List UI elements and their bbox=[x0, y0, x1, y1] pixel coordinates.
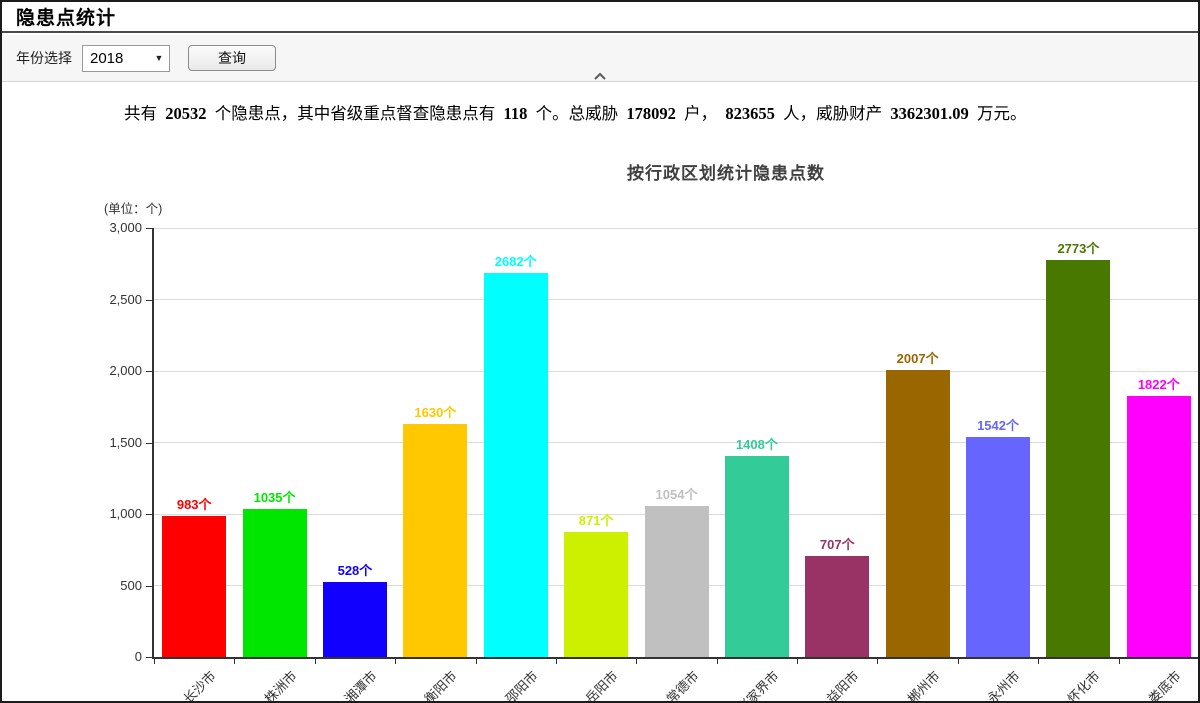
x-axis-label: 娄底市 bbox=[1145, 668, 1184, 703]
chart-plot-area: 983个 1035个 528个 1630个 2682个 871个 1054个 1408个 707… bbox=[152, 227, 1198, 659]
chart-bar bbox=[1046, 260, 1111, 657]
x-axis-label: 株洲市 bbox=[261, 668, 300, 703]
statistics-summary-text: 共有 20532 个隐患点，其中省级重点督查隐患点有 118 个。总威胁 178… bbox=[124, 103, 1192, 125]
bar-value-label: 1630个 bbox=[414, 404, 457, 420]
x-axis-label: 长沙市 bbox=[180, 668, 219, 703]
chart-bar bbox=[644, 506, 709, 657]
x-axis-label: 益阳市 bbox=[823, 668, 862, 703]
y-axis-tick bbox=[146, 442, 152, 444]
page-title: 隐患点统计 bbox=[16, 8, 117, 29]
y-gridline bbox=[154, 299, 1198, 300]
chart-bar bbox=[966, 436, 1031, 657]
y-axis-tick bbox=[146, 299, 152, 301]
summary-number: 178092 bbox=[626, 104, 676, 123]
x-axis-label: 岳阳市 bbox=[582, 668, 621, 703]
x-axis-tick bbox=[636, 659, 638, 664]
chart-bar bbox=[162, 516, 227, 657]
summary-number: 20532 bbox=[165, 104, 207, 123]
y-gridline bbox=[154, 442, 1198, 443]
x-axis-label: 邵阳市 bbox=[502, 668, 541, 703]
chart-bar bbox=[242, 509, 307, 657]
y-axis-label: 1,000 bbox=[109, 506, 142, 521]
bar-value-label: 1408个 bbox=[735, 436, 778, 452]
x-axis-tick bbox=[555, 659, 557, 664]
chart-bar bbox=[805, 555, 870, 657]
summary-number: 118 bbox=[503, 104, 528, 123]
x-axis-tick bbox=[395, 659, 397, 664]
x-axis-tick bbox=[797, 659, 799, 664]
summary-text: 万元。 bbox=[968, 104, 1027, 123]
y-axis-tick bbox=[146, 371, 152, 372]
bar-value-label: 1822个 bbox=[1137, 377, 1180, 393]
dropdown-arrow-icon[interactable]: ▼ bbox=[154, 53, 164, 63]
x-axis-tick bbox=[314, 659, 316, 664]
title-bar: 隐患点统计 bbox=[2, 2, 1198, 33]
summary-text: 个隐患点，其中省级重点督查隐患点有 bbox=[206, 104, 504, 123]
summary-number: 823655 bbox=[725, 104, 775, 123]
bar-value-label: 983个 bbox=[176, 497, 212, 513]
x-axis-tick bbox=[475, 659, 477, 664]
x-axis-tick bbox=[1118, 659, 1120, 664]
chart-bar bbox=[403, 423, 468, 657]
x-axis-tick bbox=[957, 659, 959, 664]
chart-bar bbox=[724, 455, 789, 657]
chart-title: 按行政区划统计隐患点数 bbox=[627, 164, 825, 183]
bar-value-label: 871个 bbox=[578, 513, 614, 529]
x-axis-tick bbox=[1038, 659, 1040, 664]
y-axis-label: 3,000 bbox=[109, 220, 142, 235]
y-axis-tick bbox=[146, 657, 152, 658]
year-select-label: 年份选择 bbox=[16, 52, 72, 67]
chart-unit-label: (单位：个) bbox=[104, 202, 163, 216]
panel-collapse-handle[interactable] bbox=[2, 69, 1198, 81]
y-axis-tick bbox=[146, 228, 152, 229]
x-axis-label: 衡阳市 bbox=[421, 668, 461, 703]
bar-value-label: 707个 bbox=[819, 536, 855, 552]
x-axis-tick bbox=[716, 659, 718, 664]
summary-number: 3362301.09 bbox=[890, 104, 969, 123]
y-axis-label: 2,000 bbox=[109, 363, 142, 378]
bar-value-label: 1542个 bbox=[977, 417, 1019, 433]
summary-text: 共有 bbox=[124, 104, 166, 123]
x-axis-label: 怀化市 bbox=[1064, 668, 1104, 703]
y-axis-label: 0 bbox=[134, 649, 142, 664]
y-axis-tick bbox=[146, 585, 152, 587]
year-dropdown-value: 2018 bbox=[90, 49, 124, 67]
x-axis-label: 郴州市 bbox=[904, 668, 943, 703]
bar-value-label: 1035个 bbox=[253, 490, 296, 505]
bar-value-label: 528个 bbox=[337, 562, 373, 578]
chart-bar bbox=[885, 370, 950, 657]
chart-bar bbox=[564, 532, 629, 657]
bar-value-label: 2773个 bbox=[1057, 241, 1100, 257]
y-axis-label: 500 bbox=[120, 577, 142, 593]
summary-text: 户， bbox=[675, 104, 726, 123]
chart-bar bbox=[483, 273, 548, 657]
x-axis-label: 永州市 bbox=[984, 668, 1023, 703]
x-axis-label: 张家界市 bbox=[734, 668, 782, 703]
query-button[interactable]: 查询 bbox=[188, 45, 276, 71]
y-axis-label: 2,500 bbox=[109, 291, 142, 307]
bar-value-label: 2007个 bbox=[896, 351, 939, 366]
summary-text: 个。总威胁 bbox=[527, 104, 627, 123]
summary-text: 人，威胁财产 bbox=[774, 104, 891, 123]
y-axis-tick bbox=[146, 514, 152, 515]
chart-bar bbox=[322, 581, 387, 657]
filter-toolbar: 年份选择 2018 ▼ 查询 bbox=[2, 35, 1198, 82]
chart-bar bbox=[1126, 396, 1191, 657]
x-axis-tick bbox=[234, 659, 236, 664]
bar-value-label: 2682个 bbox=[494, 254, 537, 270]
chevron-up-icon bbox=[594, 72, 606, 80]
x-axis-label: 常德市 bbox=[663, 668, 702, 703]
x-axis-tick bbox=[877, 659, 879, 664]
x-axis-label: 湘潭市 bbox=[341, 668, 380, 703]
y-gridline bbox=[154, 370, 1198, 372]
x-axis-tick bbox=[154, 659, 155, 664]
y-axis-label: 1,500 bbox=[109, 434, 142, 450]
bar-value-label: 1054个 bbox=[655, 487, 698, 503]
year-dropdown[interactable]: 2018 ▼ bbox=[82, 44, 170, 72]
y-gridline bbox=[154, 227, 1198, 229]
